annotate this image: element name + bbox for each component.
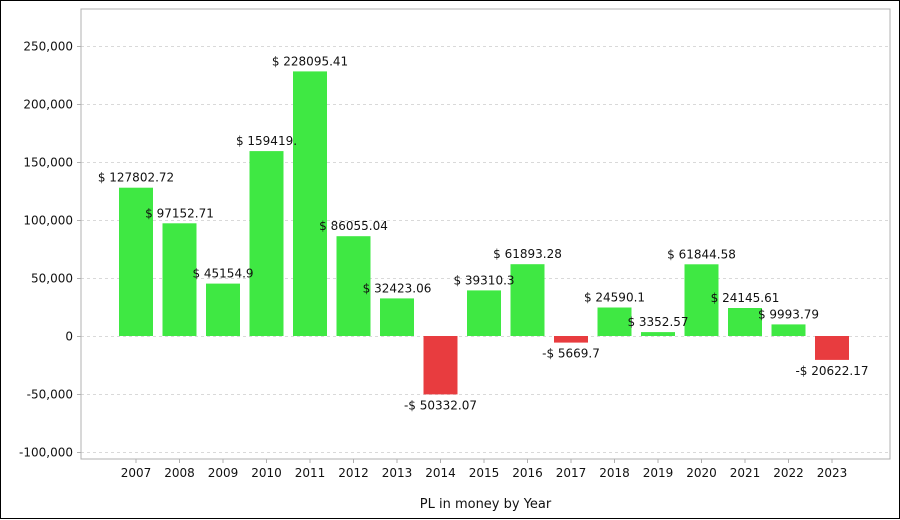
data-label-2010: $ 159419. [236, 134, 297, 148]
data-label-2020: $ 61844.58 [667, 247, 736, 261]
x-tick-label: 2012 [338, 466, 369, 480]
y-tick-label: 0 [65, 330, 73, 344]
bar-2007 [119, 187, 153, 336]
data-label-2017: -$ 5669.7 [542, 347, 600, 361]
data-label-2015: $ 39310.3 [453, 273, 514, 287]
data-labels: $ 127802.72 $ 97152.71 $ 45154.9 $ 159419. $… [98, 54, 869, 412]
bar-2011 [293, 71, 327, 337]
x-tick-label: 2010 [251, 466, 282, 480]
bar-2018 [597, 307, 632, 336]
data-label-2021: $ 24145.61 [711, 291, 780, 305]
x-tick-label: 2023 [817, 466, 848, 480]
x-tick-label: 2022 [773, 466, 804, 480]
x-tick-label: 2007 [121, 466, 152, 480]
y-tick-label: 150,000 [23, 156, 73, 170]
bar-2008 [162, 223, 197, 336]
y-tick-label: 100,000 [23, 214, 73, 228]
bar-2022 [771, 324, 806, 336]
y-tick-label: 200,000 [23, 98, 73, 112]
y-tick-label: 250,000 [23, 40, 73, 54]
data-label-2013: $ 32423.06 [363, 281, 432, 295]
bar-2012 [336, 236, 371, 336]
x-tick-label: 2021 [730, 466, 761, 480]
bar-2017 [554, 336, 588, 343]
data-label-2019: $ 3352.57 [627, 315, 688, 329]
bar-2016 [510, 264, 545, 336]
bar-2020 [684, 264, 719, 336]
x-tick-label: 2016 [512, 466, 543, 480]
bar-2023 [815, 336, 849, 360]
data-label-2018: $ 24590.1 [584, 291, 645, 305]
x-tick-label: 2008 [164, 466, 195, 480]
x-tick-label: 2019 [643, 466, 674, 480]
x-tick-label: 2013 [382, 466, 413, 480]
data-label-2014: -$ 50332.07 [404, 398, 477, 412]
data-label-2009: $ 45154.9 [192, 267, 253, 281]
data-label-2016: $ 61893.28 [493, 247, 562, 261]
plot-area [80, 8, 891, 460]
bars [119, 71, 849, 395]
bar-2010 [249, 151, 284, 336]
bar-2021 [728, 308, 762, 336]
y-tick-label: -50,000 [27, 388, 73, 402]
data-label-2007: $ 127802.72 [98, 171, 174, 185]
x-tick-label: 2015 [469, 466, 500, 480]
x-axis-title: PL in money by Year [420, 497, 552, 512]
bar-2015 [467, 290, 501, 336]
y-tick-label: -100,000 [19, 446, 73, 460]
x-tick-label: 2014 [425, 466, 456, 480]
grid-lines [81, 46, 890, 453]
x-tick-label: 2018 [599, 466, 630, 480]
data-label-2008: $ 97152.71 [145, 206, 214, 220]
x-tick-label: 2017 [556, 466, 587, 480]
x-tick-label: 2009 [208, 466, 239, 480]
bar-2014 [423, 336, 458, 395]
y-tick-label: 50,000 [31, 272, 73, 286]
data-label-2022: $ 9993.79 [758, 307, 819, 321]
x-tick-label: 2020 [686, 466, 717, 480]
axes: -100,000 -50,000 0 50,000 100,000 150,000 200,… [19, 8, 891, 480]
data-label-2012: $ 86055.04 [319, 219, 388, 233]
bar-2009 [206, 283, 240, 336]
data-label-2011: $ 228095.41 [272, 54, 348, 68]
x-tick-label: 2011 [295, 466, 326, 480]
data-label-2023: -$ 20622.17 [795, 364, 868, 378]
bar-2019 [641, 332, 675, 336]
bar-2013 [380, 298, 414, 336]
